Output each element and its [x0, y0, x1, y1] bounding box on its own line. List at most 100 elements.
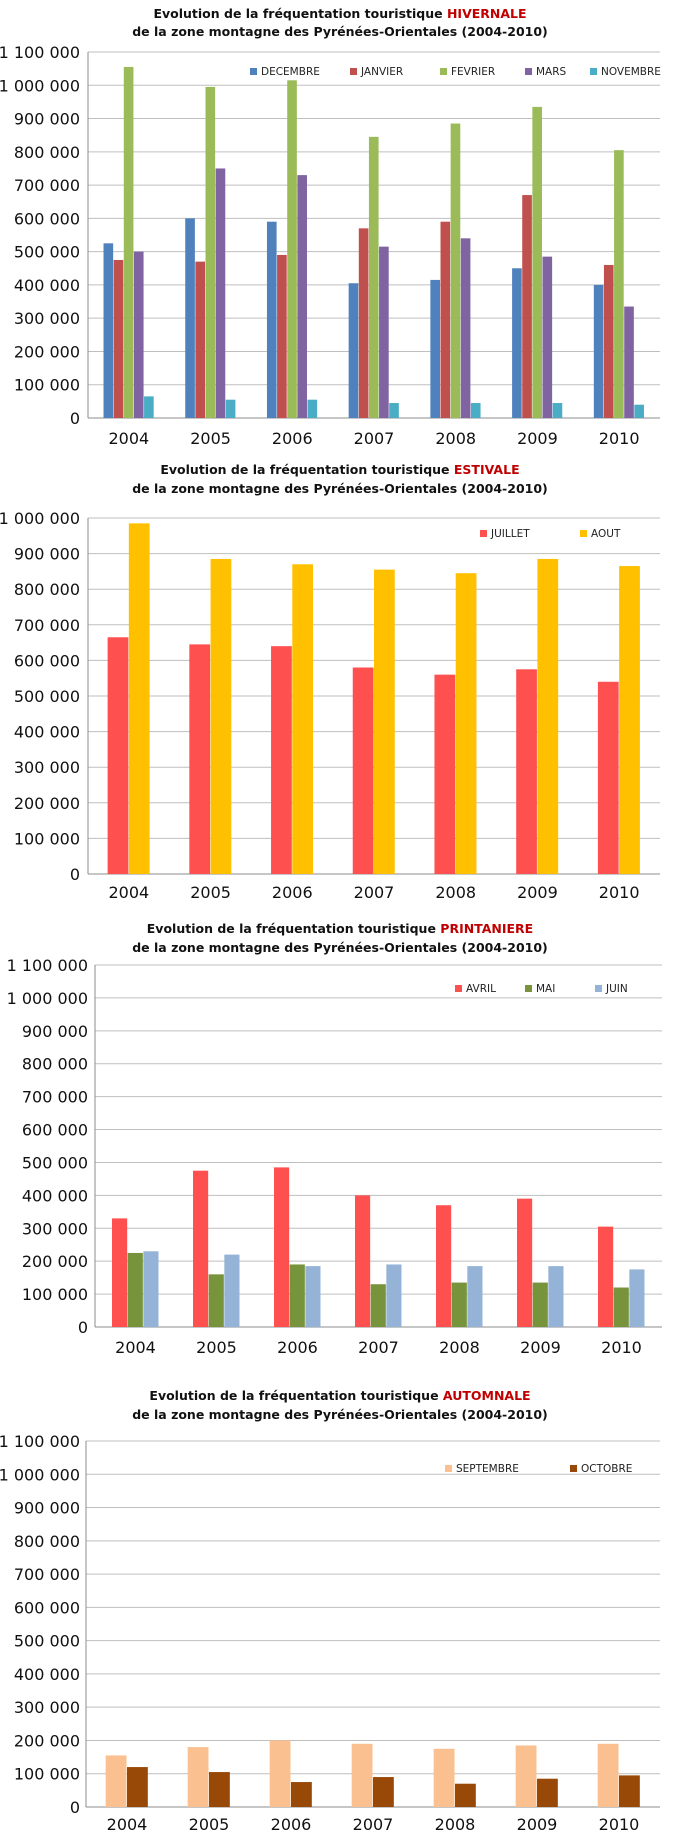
legend-label-octobre: OCTOBRE [581, 1463, 632, 1475]
y-tick-label: 700 000 [14, 1565, 80, 1584]
bar-janvier-2009 [522, 195, 532, 418]
bar-decembre-2007 [348, 283, 359, 418]
chart-automnale-svg: Evolution de la fréquentation touristiqu… [0, 1388, 660, 1832]
y-tick-label: 200 000 [14, 794, 80, 813]
bar-juin-2008 [467, 1266, 483, 1327]
bar-mai-2007 [370, 1284, 386, 1327]
bar-janvier-2007 [358, 228, 369, 418]
y-tick-label: 0 [70, 865, 80, 884]
chart-title-highlight: PRINTANIERE [440, 921, 533, 936]
legend-swatch-mai [525, 985, 532, 992]
bar-aout-2008 [455, 573, 477, 874]
y-tick-label: 800 000 [14, 143, 80, 162]
y-tick-label: 100 000 [22, 1285, 88, 1304]
y-tick-label: 700 000 [22, 1088, 88, 1107]
x-tick-label: 2004 [115, 1338, 156, 1357]
y-tick-label: 1 100 000 [7, 956, 88, 975]
legend-label-fevrier: FEVRIER [451, 66, 495, 78]
bar-octobre-2010 [619, 1775, 640, 1807]
legend-swatch-juillet [480, 530, 487, 537]
legend-label-avril: AVRIL [466, 983, 496, 995]
legend-swatch-novembre [590, 68, 597, 75]
x-tick-label: 2005 [189, 1815, 230, 1832]
legend-label-aout: AOUT [591, 528, 621, 540]
y-tick-label: 200 000 [14, 1731, 80, 1750]
bar-aout-2005 [210, 558, 232, 874]
x-tick-label: 2008 [435, 883, 476, 902]
bar-decembre-2010 [593, 284, 604, 418]
x-tick-label: 2007 [358, 1338, 399, 1357]
bar-fevrier-2004 [123, 66, 134, 419]
x-tick-label: 2004 [107, 1815, 148, 1832]
x-tick-label: 2009 [517, 429, 558, 448]
bar-avril-2009 [517, 1198, 533, 1327]
bar-avril-2007 [355, 1195, 371, 1327]
bar-avril-2004 [112, 1218, 128, 1327]
chart-subtitle: de la zone montagne des Pyrénées-Orienta… [132, 481, 548, 496]
bar-janvier-2005 [195, 261, 206, 418]
bar-aout-2004 [128, 523, 150, 874]
bar-septembre-2006 [269, 1740, 291, 1807]
bar-juin-2010 [629, 1269, 645, 1327]
bar-aout-2009 [537, 558, 559, 874]
y-tick-label: 800 000 [14, 1532, 80, 1551]
bar-juillet-2004 [107, 637, 129, 874]
y-tick-label: 1 000 000 [0, 76, 80, 95]
y-tick-label: 500 000 [14, 1632, 80, 1651]
bar-septembre-2004 [105, 1755, 127, 1807]
bar-septembre-2008 [433, 1748, 455, 1807]
y-tick-label: 900 000 [14, 110, 80, 129]
bar-juin-2007 [386, 1264, 402, 1327]
bar-septembre-2010 [597, 1743, 619, 1807]
bar-decembre-2009 [512, 268, 522, 418]
y-tick-label: 400 000 [14, 1665, 80, 1684]
chart-title: Evolution de la fréquentation touristiqu… [147, 921, 533, 936]
legend-label-decembre: DECEMBRE [261, 66, 320, 78]
bar-juin-2006 [305, 1266, 321, 1327]
legend-swatch-aout [580, 530, 587, 537]
bar-decembre-2005 [185, 218, 195, 418]
bar-avril-2008 [436, 1205, 452, 1327]
bar-fevrier-2010 [614, 150, 624, 418]
chart-hivernale: Evolution de la fréquentation touristiqu… [0, 0, 680, 448]
y-tick-label: 300 000 [14, 758, 80, 777]
y-tick-label: 900 000 [14, 1499, 80, 1518]
bar-janvier-2006 [277, 254, 287, 418]
y-tick-label: 400 000 [22, 1186, 88, 1205]
bar-avril-2006 [274, 1167, 290, 1327]
bar-mars-2004 [133, 251, 144, 418]
y-tick-label: 600 000 [14, 1598, 80, 1617]
chart-hivernale-svg: Evolution de la fréquentation touristiqu… [0, 6, 661, 448]
legend-swatch-avril [455, 985, 462, 992]
bar-mai-2010 [613, 1287, 629, 1327]
bar-fevrier-2009 [532, 106, 542, 419]
y-tick-label: 900 000 [14, 545, 80, 564]
chart-subtitle: de la zone montagne des Pyrénées-Orienta… [132, 1407, 548, 1422]
bar-mai-2008 [451, 1282, 467, 1327]
bar-janvier-2010 [603, 264, 614, 418]
bar-septembre-2009 [515, 1745, 537, 1807]
bar-decembre-2006 [266, 221, 277, 418]
y-tick-label: 0 [78, 1318, 88, 1337]
y-tick-label: 100 000 [14, 829, 80, 848]
chart-title-prefix: Evolution de la fréquentation touristiqu… [160, 462, 454, 477]
bar-juillet-2008 [434, 674, 456, 874]
y-tick-label: 100 000 [14, 376, 80, 395]
y-tick-label: 400 000 [14, 276, 80, 295]
bar-decembre-2008 [430, 279, 441, 418]
bar-octobre-2006 [291, 1782, 312, 1807]
y-tick-label: 300 000 [14, 309, 80, 328]
x-tick-label: 2007 [354, 883, 395, 902]
x-tick-label: 2010 [601, 1338, 642, 1357]
y-tick-label: 600 000 [14, 651, 80, 670]
y-tick-label: 300 000 [14, 1698, 80, 1717]
y-tick-label: 200 000 [22, 1252, 88, 1271]
bar-mai-2006 [289, 1264, 305, 1327]
y-tick-label: 400 000 [14, 723, 80, 742]
x-tick-label: 2009 [517, 883, 558, 902]
legend-label-janvier: JANVIER [360, 66, 403, 78]
bar-mai-2005 [208, 1274, 224, 1327]
x-tick-label: 2008 [439, 1338, 480, 1357]
legend-swatch-septembre [445, 1465, 452, 1472]
bar-avril-2005 [193, 1170, 209, 1327]
